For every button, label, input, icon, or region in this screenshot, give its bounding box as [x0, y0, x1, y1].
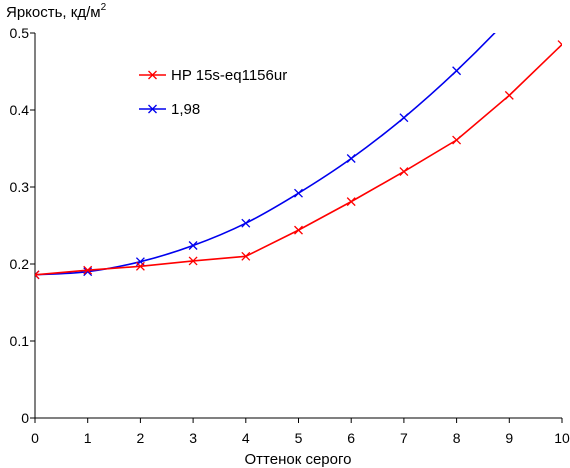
data-point-0 [346, 197, 356, 207]
x-tick-label: 7 [400, 430, 408, 446]
legend-label: 1,98 [171, 101, 200, 118]
x-tick-label: 8 [453, 430, 461, 446]
x-tick-label: 2 [137, 430, 145, 446]
y-axis-label-superscript: 2 [101, 2, 107, 13]
legend-label: HP 15s-eq1156ur [171, 67, 287, 84]
data-point-0 [504, 90, 514, 100]
x-tick-label: 10 [554, 430, 570, 446]
legend-marker [148, 104, 157, 114]
y-tick-label: 0.2 [10, 256, 30, 272]
y-tick-label: 0.3 [10, 179, 30, 195]
data-point-1 [294, 188, 303, 198]
x-tick-label: 4 [242, 430, 250, 446]
data-point-1 [505, 14, 513, 22]
data-point-0 [399, 167, 409, 177]
data-point-0 [452, 135, 462, 145]
y-tick-label: 0.1 [10, 333, 30, 349]
data-point-1 [188, 241, 198, 250]
y-tick-label: 0.4 [10, 102, 30, 118]
data-point-0 [557, 40, 562, 50]
data-point-0 [35, 270, 40, 280]
series-group [35, 14, 562, 280]
legend: HP 15s-eq1156ur 1,98 [139, 67, 287, 118]
data-point-1 [241, 218, 251, 228]
data-point-1 [346, 154, 356, 163]
x-ticks: 0 1 2 3 4 5 6 7 8 9 10 [31, 418, 570, 446]
x-axis-label: Оттенок серого [245, 451, 352, 468]
series-line-0 [35, 43, 562, 276]
data-point-1 [83, 267, 93, 277]
axes [34, 33, 562, 419]
x-tick-label: 9 [505, 430, 513, 446]
y-axis-label: Яркость, кд/м2 [6, 2, 107, 21]
y-ticks: 0 0.1 0.2 0.3 0.4 0.5 [10, 25, 35, 426]
data-point-0 [294, 225, 303, 235]
x-tick-label: 1 [84, 430, 92, 446]
data-point-0 [241, 251, 251, 261]
x-tick-label: 5 [295, 430, 303, 446]
data-point-0 [135, 261, 145, 271]
y-tick-label: 0 [21, 410, 29, 426]
data-point-1 [399, 113, 409, 123]
x-tick-label: 6 [347, 430, 355, 446]
x-tick-label: 3 [189, 430, 197, 446]
series-line-1 [35, 33, 496, 276]
x-tick-label: 0 [31, 430, 39, 446]
data-point-1 [452, 66, 462, 76]
data-point-0 [83, 265, 93, 275]
legend-item-1: 1,98 [139, 101, 200, 118]
data-point-0 [188, 256, 198, 266]
legend-item-0: HP 15s-eq1156ur [139, 67, 287, 84]
y-tick-label: 0.5 [10, 25, 30, 41]
legend-marker [148, 70, 157, 80]
